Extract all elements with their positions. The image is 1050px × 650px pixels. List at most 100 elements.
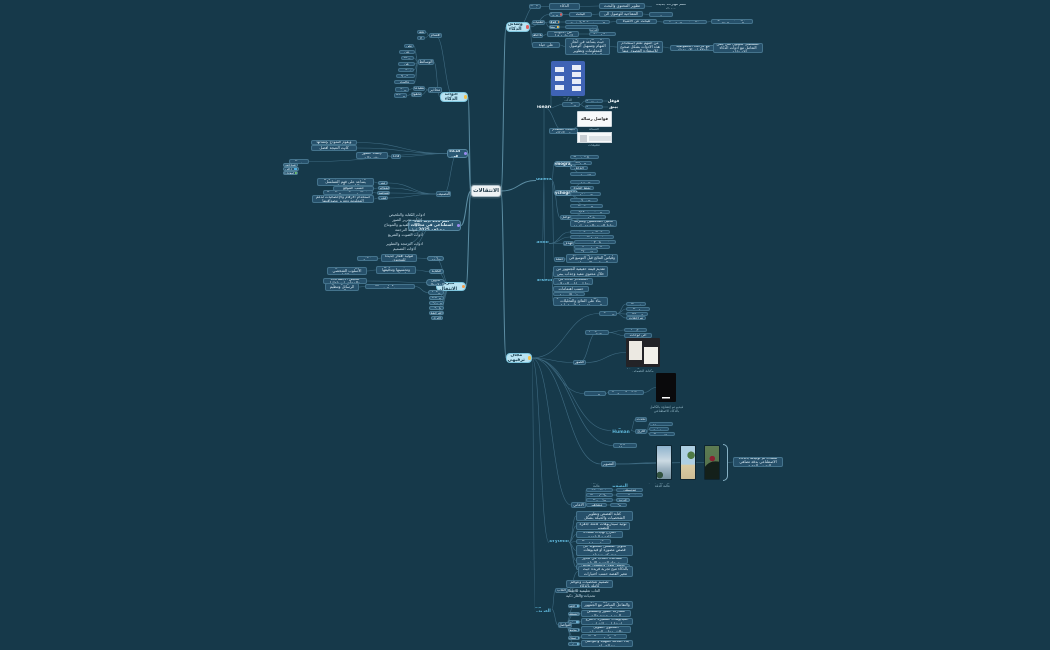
- mindmap-node-m1b[interactable]: اضافة موسيقى تلقائيا: [616, 488, 643, 492]
- mindmap-node-dkc[interactable]: تحويل الصور الى لوحات فنية: [624, 333, 652, 338]
- mindmap-node-b4f[interactable]: ميدجورني: [283, 163, 298, 167]
- mindmap-node-cm3d[interactable]: الفيديوهات القصيرة الأسرع انتشارا بين ال…: [581, 618, 633, 625]
- imgcol-image[interactable]: [626, 338, 660, 367]
- mindmap-node-b6c[interactable]: أدوات الفيديو والمونتاج: [384, 223, 427, 227]
- mindmap-node-c4[interactable]: مهام الويب: [428, 290, 444, 295]
- mindmap-node-b5a[interactable]: زمني: [378, 181, 388, 185]
- main-topic-b[interactable]: أدوات الذكاء: [440, 92, 468, 102]
- mindmap-node-a2a[interactable]: الحل الذكي: [549, 12, 563, 17]
- mindmap-node-cm5d[interactable]: التواصل اللحظي مع المتابعين: [581, 634, 627, 639]
- mindmap-node-s3[interactable]: اقتراح نهايات متعددة للقصة الواحدة: [576, 531, 623, 538]
- mindmap-node-fac2[interactable]: اختيار المنصة المناسبة: [570, 215, 606, 219]
- mindmap-node-dk[interactable]: الصور: [573, 360, 586, 365]
- mindmap-node-r1[interactable]: محركات البحث: [562, 102, 580, 107]
- mindmap-node-b3b[interactable]: قيود النشر: [395, 87, 409, 92]
- main-topic-d[interactable]: مجال ترفيهي: [506, 353, 532, 363]
- mindmap-node-a5c[interactable]: مع مراعاة الخصوصية وأخلاقيات الاستخدام: [670, 45, 716, 51]
- mindmap-node-drn[interactable]: تصوير بدون طيار: [613, 443, 637, 448]
- mindmap-node-mkt1[interactable]: التسويق بالمحتوى يعتمد على تقديم قيمة حق…: [553, 266, 608, 277]
- mindmap-node-b4d[interactable]: كلما كان الوصف دقيقا كانت النتيجة أفضل و…: [311, 145, 357, 151]
- mindmap-node-b3[interactable]: محاذير: [428, 87, 442, 93]
- mindmap-node-r1d[interactable]: بينق: [608, 105, 619, 109]
- mindmap-node-dh[interactable]: Digital Human: [611, 428, 631, 433]
- mindmap-node-b5h[interactable]: استخدام الأرقام والإحصائيات لدعم المعلوم…: [312, 195, 374, 203]
- mindmap-node-b4e[interactable]: نماذج مشهورة: [289, 159, 309, 164]
- mindmap-node-psy3[interactable]: القيم والمعتقدات: [570, 192, 601, 196]
- mindmap-node-cm1d[interactable]: نشر المحتوى القصير والتفاعل المباشر مع ا…: [581, 601, 633, 609]
- mindmap-node-a5a[interactable]: أصبح الذكاء الاصطناعي جزءا من حياتنا الي…: [565, 38, 610, 55]
- mindmap-node-a3d[interactable]: ميزة البحث المتقدم وتخصيص النتائج: [663, 20, 707, 24]
- mindmap-node-s5[interactable]: تحويل القصص المكتوبة الى قصص مصورة او في…: [576, 545, 633, 556]
- mindmap-node-b6g[interactable]: أدوات التصميم: [393, 247, 426, 251]
- mindmap-node-m3a[interactable]: استنساخ الأصوات: [586, 498, 613, 502]
- mindmap-node-a3g[interactable]: مساعد الذكاء في متصفح بينق: [565, 25, 598, 29]
- mindmap-node-b6[interactable]: اهم 100 اداة ذكاء اصطناعي في مجالات مختل…: [408, 220, 461, 231]
- mindmap-node-plna[interactable]: وضع خطة زمنية واضحة: [570, 230, 610, 234]
- mindmap-node-mkt[interactable]: Marketing: [537, 279, 552, 284]
- mindmap-node-aud[interactable]: Audience: [536, 178, 552, 183]
- mindmap-node-c4a[interactable]: أتمتة المهام المتكررة وتوفير الوقت: [365, 284, 415, 289]
- imgblue-image[interactable]: [551, 61, 585, 96]
- mindmap-node-dt3[interactable]: محتوى كوميدي: [626, 312, 648, 316]
- mindmap-node-dem3[interactable]: الدخل: [570, 166, 588, 170]
- mindmap-node-dkb[interactable]: ارسم ولون: [624, 328, 647, 332]
- mindmap-node-a5[interactable]: الذكاء وتأثيره على حياة البشر: [532, 42, 560, 48]
- mindmap-node-psy5[interactable]: التفاعل مع المحتوى: [570, 204, 603, 208]
- imgph-image[interactable]: [656, 373, 676, 402]
- mindmap-node-dt2[interactable]: مقاطع تعليمية: [626, 307, 650, 311]
- mindmap-node-cmp[interactable]: حملة: [554, 257, 565, 262]
- mindmap-node-fac1[interactable]: تحديد الجمهور المستهدف بدقة: [570, 210, 610, 214]
- mindmap-node-b6e[interactable]: أدوات الصوت والتفريغ: [388, 233, 427, 237]
- mindmap-node-a2d[interactable]: امثلة وتجارب: [649, 12, 673, 17]
- mindmap-node-cm4[interactable]: يوتيوب: [568, 628, 580, 632]
- mindmap-node-c8[interactable]: الترجمة: [429, 311, 444, 315]
- mindmap-node-b3a[interactable]: الانطباعات: [413, 86, 425, 91]
- mindmap-node-m4b[interactable]: أصوات عالمية: [610, 503, 627, 507]
- mindmap-node-a5d[interactable]: المستقبل سيكون لمن يتقن التعامل مع أدوات…: [713, 43, 763, 53]
- mindmap-node-a1b[interactable]: استخدام التقنية في تطوير المحتوى والبحث …: [599, 3, 645, 9]
- mindmap-node-mkt3[interactable]: تخصيص الإعلانات حسب اهتمامات الجمهور: [553, 286, 589, 292]
- mindmap-node-s2[interactable]: توليد سيناريوهات كاملة جاهزة للتصوير: [576, 522, 630, 530]
- mindmap-node-psy1[interactable]: الاهتمامات والهوايات: [570, 180, 600, 184]
- mindmap-node-b5b[interactable]: ترتيب الأحداث حسب الزمن يساعد على فهم ال…: [317, 178, 374, 186]
- mindmap-node-m2a[interactable]: تحويل النص الى اغنية: [586, 493, 613, 497]
- mindmap-node-b3d[interactable]: حقوق الصور: [394, 93, 407, 98]
- mindmap-node-b2e[interactable]: فيديوهات قصيرة: [398, 68, 414, 72]
- mindmap-node-cm4d[interactable]: المحتوى الطويل والشروحات التفصيلية: [581, 626, 631, 633]
- mindmap-node-cm2d[interactable]: مشاركة الصور والقصص اليومية بجودة عالية: [581, 610, 631, 617]
- ph1-image[interactable]: [656, 445, 672, 480]
- mindmap-node-r2[interactable]: البحث المتقدم عبر الذكاء: [549, 128, 578, 134]
- mindmap-node-cm3[interactable]: تيك توك: [568, 620, 580, 624]
- mindmap-node-c9[interactable]: أخرى: [431, 316, 443, 320]
- mindmap-node-m3b[interactable]: جرب: [616, 498, 630, 502]
- mindmap-node-b4h[interactable]: ليوناردو: [283, 171, 298, 175]
- mindmap-node-b2a[interactable]: نص: [404, 44, 414, 48]
- mindmap-node-b5[interactable]: التصنيف: [436, 191, 451, 197]
- mindmap-node-r1c[interactable]: مستخدمو بينق: [585, 105, 603, 109]
- mindmap-node-pln[interactable]: Planning: [536, 241, 549, 246]
- mindmap-node-dh2[interactable]: قارئ: [635, 429, 647, 434]
- mindmap-node-mkt2[interactable]: استخدام الذكاء في تحليل بيانات الحملات: [553, 278, 593, 285]
- central-topic[interactable]: الانتقالات: [471, 185, 501, 197]
- mindmap-node-pg3[interactable]: تحقيق المبيعات: [574, 249, 598, 253]
- mindmap-node-dp[interactable]: التصوير: [601, 461, 616, 467]
- mindmap-node-b4[interactable]: نماذج الذكاء في الصور: [447, 149, 468, 158]
- mindmap-node-a3c[interactable]: استخدام العدسة للبحث عن الاشياء وترجمتها: [616, 19, 657, 24]
- mindmap-node-pg[interactable]: الهدف: [563, 241, 574, 246]
- mindmap-node-g3[interactable]: تحديات وألغاز ذكية: [566, 594, 610, 598]
- mindmap-node-b2f[interactable]: مونتاج ومقاطع: [396, 74, 415, 78]
- mindmap-node-c5[interactable]: تحرير الصور: [429, 296, 444, 300]
- mindmap-node-mkt5[interactable]: تحسين الحملات بشكل مستمر بناء على النتائ…: [553, 297, 608, 306]
- mindmap-node-c1[interactable]: توليد الأفكار: [427, 256, 444, 261]
- mindmap-node-b1b[interactable]: لا: [417, 36, 425, 40]
- mindmap-node-b5c[interactable]: المكاني: [378, 186, 390, 190]
- mindmap-node-dh2c[interactable]: التحدث مع الصور: [649, 432, 675, 436]
- mindmap-node-game[interactable]: الألعاب التفاعلية المدعومة بالذكاء تتيح …: [578, 566, 633, 577]
- mindmap-node-b6b[interactable]: أدوات تحرير الصور: [392, 218, 427, 222]
- mindmap-node-b2[interactable]: الوسائط: [418, 59, 434, 65]
- mindmap-node-a1c[interactable]: تعلم مهارات جديدة بسهولة: [652, 4, 690, 9]
- mindmap-node-c1a[interactable]: استخدم الذكاء لتوليد أفكار جديدة للمحتوى…: [381, 254, 417, 262]
- mindmap-node-s1[interactable]: الذكاء الاصطناعي يساعد في كتابة القصص وت…: [576, 511, 633, 521]
- mindmap-node-dh2b[interactable]: Open Avatar: [649, 427, 669, 431]
- mindmap-node-b5e[interactable]: الموضوع: [377, 191, 390, 195]
